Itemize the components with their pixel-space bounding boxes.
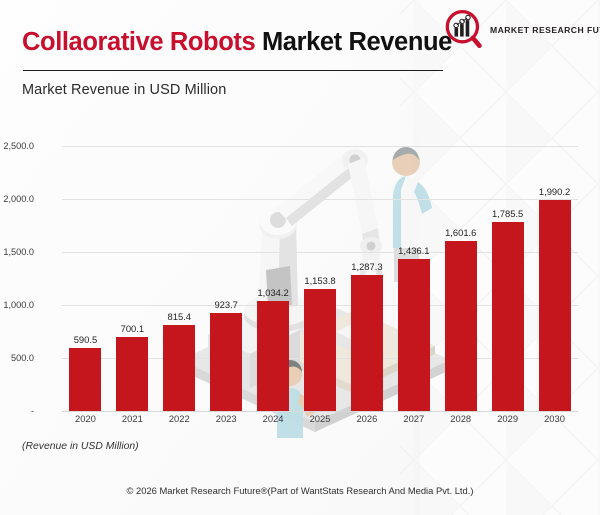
bar-value-label: 1,436.1	[398, 244, 430, 256]
bar[interactable]: 1,601.6	[444, 227, 477, 411]
y-axis-tick-label: 500.0	[11, 353, 34, 363]
chart-area: - 500.0 1,000.0 1,500.0 2,000.0 2,500.0 590.5…	[0, 112, 600, 442]
page-subtitle: Market Revenue in USD Million	[22, 82, 227, 98]
bar-value-label: 815.4	[167, 310, 191, 322]
bar[interactable]: 1,287.3	[350, 261, 383, 411]
page-title-accent: Collaorative Robots	[22, 28, 256, 56]
x-axis-tick-label: 2030	[544, 413, 565, 424]
bar-value-label: 1,990.2	[538, 186, 571, 198]
chart-note: (Revenue in USD Million)	[22, 441, 139, 452]
bar-value-label: 1,034.2	[257, 287, 289, 299]
y-axis-tick-label: 1,000.0	[3, 300, 34, 310]
x-axis-tick-label: 2028	[450, 413, 472, 424]
bar-value-label: 1,785.5	[491, 207, 524, 219]
bar-value-label: 1,287.3	[351, 260, 383, 272]
page-title: Collaorative Robots Market Revenue	[22, 28, 452, 57]
x-axis-tick-label: 2023	[215, 413, 237, 424]
header: Collaorative Robots Market Revenue Marke…	[0, 0, 600, 112]
bar[interactable]: 1,153.8	[304, 275, 336, 411]
title-divider	[23, 70, 443, 72]
bar-series: 590.5 700.1 815.4 923.7 1,034.2 1,153.8 1,287.…	[62, 146, 578, 411]
x-axis-tick-label: 2022	[168, 413, 190, 424]
x-axis: 2020 2021 2022 2023 2024 2025 2026 2027 2028 2029…	[62, 413, 578, 431]
copyright-text: © 2026 Market Research Future®(Part of W…	[126, 485, 474, 496]
logo-wordmark: MARKET RESEARCH FUTURE	[490, 24, 600, 35]
bar[interactable]: 1,990.2	[538, 186, 571, 411]
y-axis-tick-label: -	[30, 406, 34, 416]
magnifier-bar-chart-icon	[445, 9, 482, 49]
x-axis-tick-label: 2020	[75, 413, 96, 424]
bar-value-label: 590.5	[73, 334, 98, 346]
bar[interactable]: 590.5	[69, 334, 102, 411]
bar[interactable]: 1,034.2	[257, 287, 290, 411]
x-axis-tick-label: 2024	[262, 413, 284, 424]
x-axis-tick-label: 2026	[356, 413, 378, 424]
x-axis-tick-label: 2021	[121, 413, 143, 424]
bar[interactable]: 815.4	[163, 311, 196, 411]
bar[interactable]: 700.1	[116, 323, 149, 411]
bar[interactable]: 1,785.5	[491, 208, 524, 411]
x-axis-tick-label: 2025	[309, 413, 331, 424]
bar[interactable]: 1,436.1	[397, 245, 430, 411]
gridline	[62, 411, 578, 412]
brand-logo: MARKET RESEARCH FUTURE ®	[444, 8, 600, 52]
bar-value-label: 923.7	[214, 299, 238, 311]
x-axis-tick-label: 2027	[403, 413, 425, 424]
bar-value-label: 1,601.6	[445, 227, 477, 239]
x-axis-tick-label: 2029	[497, 413, 519, 424]
y-axis-tick-label: 1,500.0	[3, 247, 34, 257]
bar-value-label: 1,153.8	[304, 274, 336, 286]
plot-area: - 500.0 1,000.0 1,500.0 2,000.0 2,500.0 590.5…	[3, 141, 578, 416]
y-axis-tick-label: 2,500.0	[3, 141, 34, 151]
bar[interactable]: 923.7	[210, 299, 243, 411]
y-axis-tick-label: 2,000.0	[3, 194, 34, 204]
bar-value-label: 700.1	[120, 322, 145, 334]
page-title-plain: Market Revenue	[255, 28, 452, 56]
